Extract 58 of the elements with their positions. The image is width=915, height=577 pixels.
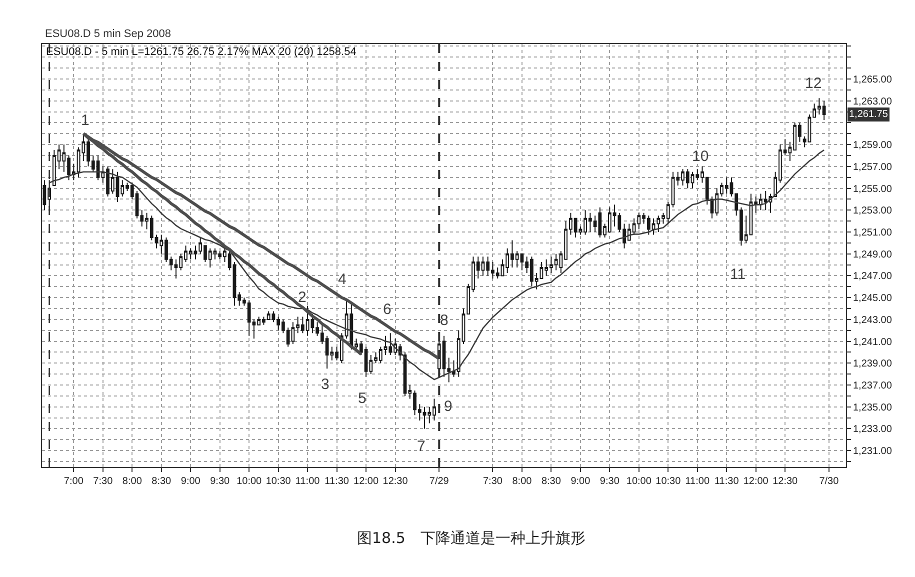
y-tick-label: 1,255.00 [853, 184, 892, 195]
annotation: 11 [730, 266, 746, 283]
x-tick-label: 9:30 [210, 476, 230, 487]
y-tick-label: 1,233.00 [853, 424, 892, 436]
x-tick-label: 8:00 [512, 476, 532, 487]
x-tick-label: 7:00 [64, 476, 84, 487]
annotation: 9 [444, 398, 452, 415]
annotation: 8 [440, 312, 448, 329]
caption: 图18.5 下降通道是一种上升旗形 [357, 529, 586, 547]
x-tick-label: 7:30 [93, 476, 114, 487]
y-tick-label: 1,257.00 [853, 162, 892, 173]
x-tick-label: 8:00 [122, 476, 142, 487]
x-tick-label: 8:30 [541, 476, 562, 487]
annotation: 10 [692, 148, 709, 165]
y-tick-label: 1,259.00 [853, 140, 892, 152]
x-tick-label: 9:00 [570, 476, 591, 487]
y-tick-label: 1,237.00 [853, 380, 892, 392]
chart-subtitle: ESU08.D - 5 min L=1261.75 26.75 2.17% MAX 20 (20) 1258.54 [46, 46, 356, 58]
x-tick-label: 10:30 [266, 476, 292, 487]
annotation: 5 [358, 390, 366, 407]
annotation: 4 [338, 271, 346, 288]
x-tick-label: 11:00 [685, 476, 710, 487]
x-tick-label: 12:00 [743, 476, 769, 487]
x-tick-label: 12:30 [382, 476, 408, 487]
y-tick-label: 1,245.00 [853, 293, 892, 304]
annotation: 3 [321, 376, 330, 393]
y-tick-label: 1,231.00 [853, 446, 892, 458]
y-tick-label: 1,253.00 [853, 206, 892, 217]
x-tick-label: 9:00 [180, 476, 201, 487]
y-tick-label: 1,243.00 [853, 314, 892, 326]
y-tick-label: 1,251.00 [853, 228, 892, 238]
x-tick-label: 7/29 [429, 476, 450, 487]
x-tick-label: 12:00 [354, 476, 379, 487]
annotation: 6 [383, 301, 392, 318]
x-tick-label: 10:30 [656, 476, 682, 487]
x-tick-label: 11:00 [295, 476, 320, 487]
x-tick-label: 10:00 [236, 476, 262, 487]
x-tick-label: 11:30 [714, 476, 740, 487]
x-tick-label: 7:30 [482, 476, 503, 487]
annotation: 2 [298, 289, 306, 306]
y-tick-label: 1,263.00 [853, 96, 892, 108]
x-tick-label: 12:30 [772, 476, 798, 487]
y-tick-label: 1,235.00 [853, 402, 892, 414]
y-tick-label: 1,265.00 [853, 74, 892, 86]
x-tick-label: 7/30 [819, 476, 840, 487]
x-tick-label: 10:00 [626, 476, 652, 487]
y-tick-label: 1,249.00 [853, 249, 892, 260]
y-tick-label: 1,247.00 [853, 271, 892, 282]
x-tick-label: 9:30 [600, 476, 620, 487]
annotation: 1 [81, 112, 90, 129]
text: 1,261.75 [849, 109, 888, 120]
x-tick-label: 11:30 [324, 476, 350, 487]
y-tick-label: 1,239.00 [853, 358, 892, 370]
chart-title: ESU08.D 5 min Sep 2008 [45, 28, 171, 40]
x-tick-label: 8:30 [152, 476, 172, 487]
annotation: 7 [417, 438, 426, 455]
y-tick-label: 1,241.00 [853, 336, 892, 348]
annotation: 12 [805, 75, 822, 92]
